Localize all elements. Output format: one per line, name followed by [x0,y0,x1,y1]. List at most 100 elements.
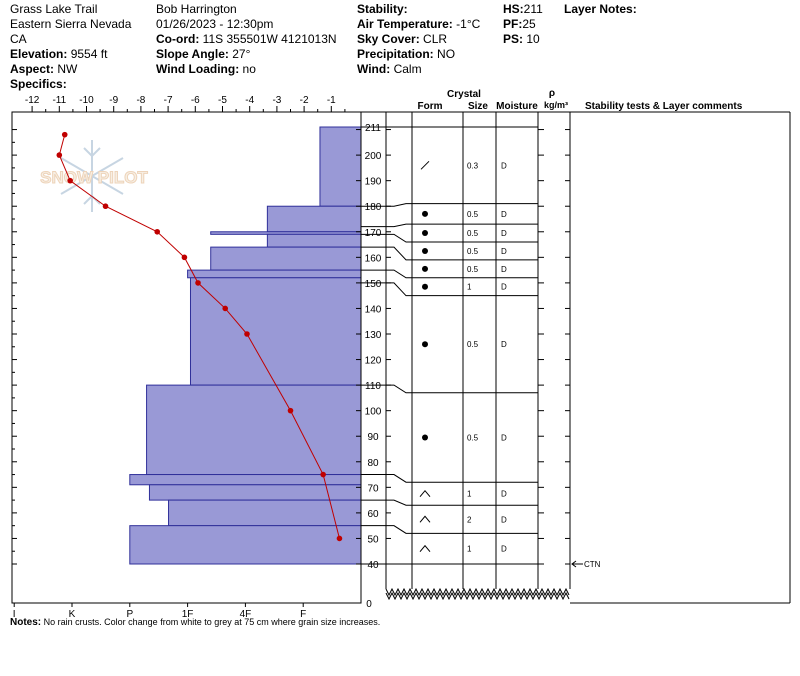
mountain-range: Eastern Sierra Nevada [10,17,132,31]
temp-tick-label: -10 [79,95,94,106]
air-temp-row: Air Temperature: -1°C [357,17,481,31]
precip-row: Precipitation: NO [357,47,456,61]
temperature-point [222,305,229,312]
moisture-value: D [501,434,507,443]
location-block: Grass Lake Trail Eastern Sierra Nevada C… [10,2,131,92]
layer-connector-line [386,223,412,228]
height-tick-label: 60 [367,509,379,520]
temperature-point [181,254,188,261]
coord-value: 11S 355501W 4121013N [202,32,337,46]
height-tick-label: 110 [365,381,381,392]
hardness-label: F [300,609,306,620]
table-row: 0.5 D [422,210,507,219]
slope-value: 27° [232,47,251,61]
notes-text: No rain crusts. Color change from white … [43,617,381,627]
hardness-layer-11 [129,525,362,565]
hardness-layer-1 [266,205,362,233]
hs-row: HS:211 [503,2,543,16]
pf-value: 25 [522,17,536,31]
layer-connector-line [386,246,412,261]
temperature-point [287,407,294,414]
temp-tick-label: -9 [109,95,118,106]
hardness-label: I [13,609,16,620]
moisture-value: D [501,340,507,349]
layer-connector-line [386,282,412,297]
elevation-value: 9554 ft [70,47,108,61]
grain-size: 0.5 [467,247,479,256]
temperature-point [244,331,250,337]
height-tick-label: 211 [365,123,381,134]
temp-tick-label: -7 [164,95,173,106]
table-row: 0.5 D [422,434,507,443]
rho-header: ρ [549,88,555,99]
faceted-grain-icon [419,489,431,498]
grain-size: 1 [467,545,472,554]
state: CA [10,32,27,46]
temp-tick-label: -4 [245,95,254,106]
height-tick-label: 150 [365,279,382,290]
grain-size: 0.5 [467,434,479,443]
conditions-block: Stability: Air Temperature: -1°C Sky Cov… [357,2,480,77]
moisture-value: D [501,210,507,219]
snowflake-icon [60,140,124,212]
table-row: 0.5 D [422,229,507,238]
location-name: Grass Lake Trail [10,2,98,16]
faceted-grain-icon [419,544,431,552]
layer-connector-line [386,525,412,534]
rounded-grain-icon [422,247,428,254]
wind-row: Wind: Calm [357,62,422,76]
temperature-point [56,152,63,158]
stability-row: Stability: [357,2,408,16]
chart-axes: -12 -11 -10 -9 -8 -7 -6 -5 -4 -3 -2 -1 40 50 60 70 80 90 1… [12,95,382,620]
precip-value: NO [437,47,456,61]
form-header: Form [418,101,443,112]
layer-notes-heading: Layer Notes: [564,2,637,16]
grain-size: 0.5 [467,210,479,219]
height-tick-label: 40 [367,560,379,571]
faceted-grain-icon [419,515,431,523]
moisture-value: D [501,515,507,524]
height-tick-label: 190 [365,177,382,188]
height-tick-label: 200 [365,151,382,162]
moisture-value: D [501,161,507,170]
height-tick-label: 90 [367,432,379,443]
temperature-point [336,535,343,542]
table-row: 0.5 D [422,247,507,256]
chart-frame [11,111,791,604]
rounded-grain-icon [422,265,428,272]
observation-datetime: 01/26/2023 - 12:30pm [156,17,274,31]
grain-size: 0.5 [467,265,479,274]
hardness-label: K [69,609,76,620]
aspect-row: Aspect: NW [10,62,78,76]
moisture-value: D [501,283,507,292]
height-tick-label: 50 [367,534,379,545]
rounded-grain-icon [422,341,428,348]
aspect-value: NW [57,62,78,76]
layer-connector-line [386,269,412,279]
height-tick-label: 130 [365,330,382,341]
hardness-layer-8 [129,474,362,486]
temp-tick-label: -6 [191,95,200,106]
height-tick-label: 140 [365,304,382,315]
ps-row: PS: 10 [503,32,540,46]
moisture-header: Moisture [496,101,538,112]
wind-loading-row: Wind Loading: no [156,62,256,76]
layer-table: Crystal Form Size Moisture ρkg/m³ Stability t… [361,88,743,601]
elevation-row: Elevation: 9554 ft [10,47,108,61]
temp-tick-label: -11 [52,95,66,106]
stability-comments-header: Stability tests & Layer comments [585,101,743,112]
table-row: 0.5 D [422,340,507,349]
temp-tick-label: -8 [136,95,145,106]
hardness-layers [129,126,362,565]
air-temp-value: -1°C [456,17,481,31]
stability-tests: CTN [571,560,601,569]
height-tick-label: 180 [365,202,382,213]
axis-break-zigzag-2 [385,591,570,601]
watermark-text: SNOW PILOT [40,168,148,187]
grain-size: 0.3 [467,161,479,170]
